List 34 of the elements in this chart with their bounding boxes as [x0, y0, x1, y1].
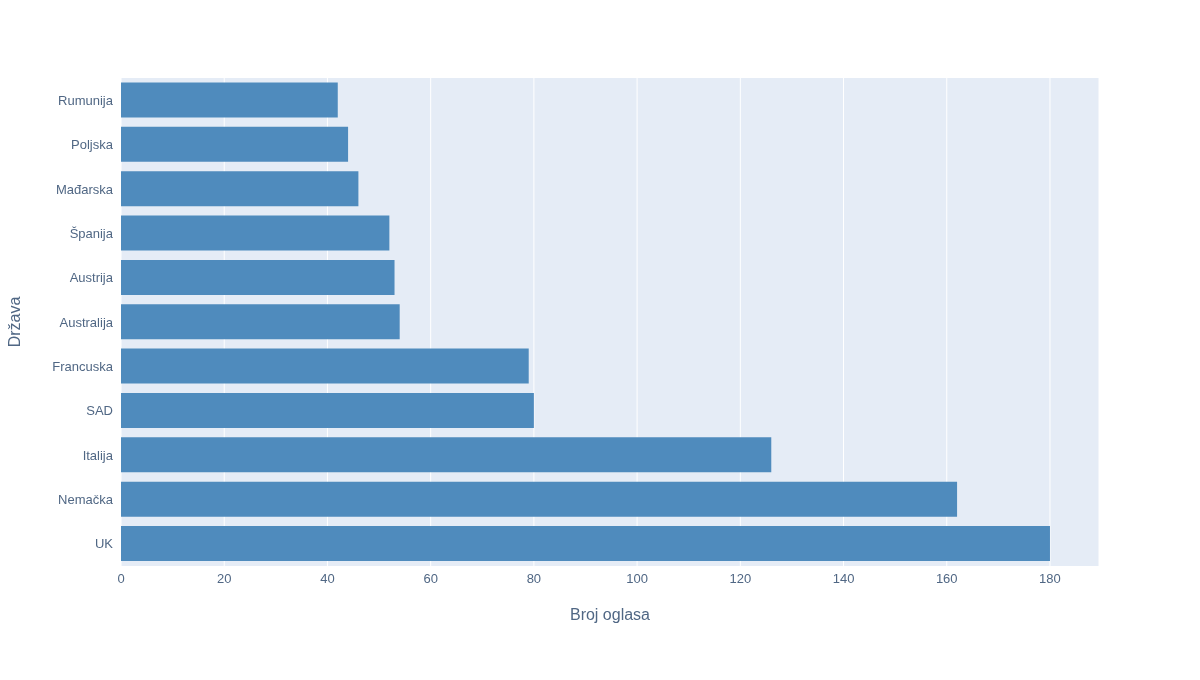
- y-tick-label: Nemačka: [58, 492, 114, 508]
- x-tick-label: 180: [1039, 571, 1061, 587]
- y-tick-label: UK: [94, 536, 114, 552]
- x-tick-label: 160: [935, 571, 958, 587]
- y-tick-label: Francuska: [52, 358, 114, 374]
- bar: [121, 171, 359, 207]
- x-tick-label: 100: [626, 571, 648, 587]
- x-axis-title: Broj oglasa: [569, 606, 651, 623]
- x-tick-label: 120: [729, 571, 752, 587]
- y-axis-title: Država: [5, 296, 23, 348]
- y-tick-label: Španija: [69, 225, 114, 241]
- x-tick-label: 0: [117, 571, 125, 587]
- x-tick-label: 40: [320, 571, 335, 587]
- y-tick-label: Poljska: [71, 137, 114, 153]
- x-tick-label: 80: [526, 571, 542, 587]
- bar: [121, 82, 338, 118]
- y-tick-label: Rumunija: [58, 92, 114, 108]
- x-tick-label: 60: [423, 571, 438, 587]
- y-tick-label: Mađarska: [55, 181, 114, 197]
- y-tick-label: Italija: [82, 447, 114, 463]
- x-tick-label: 140: [832, 571, 855, 587]
- x-tick-label: 20: [216, 571, 232, 587]
- bar: [121, 126, 349, 162]
- bar: [121, 348, 529, 384]
- bar: [121, 215, 390, 251]
- bar: [121, 526, 1050, 562]
- bar: [121, 392, 534, 428]
- y-tick-label: SAD: [86, 403, 113, 419]
- y-tick-label: Australija: [59, 314, 114, 330]
- bar: [121, 481, 958, 517]
- y-tick-label: Austrija: [69, 270, 114, 286]
- bar: [121, 304, 400, 340]
- bar: [121, 259, 395, 295]
- bar: [121, 437, 772, 473]
